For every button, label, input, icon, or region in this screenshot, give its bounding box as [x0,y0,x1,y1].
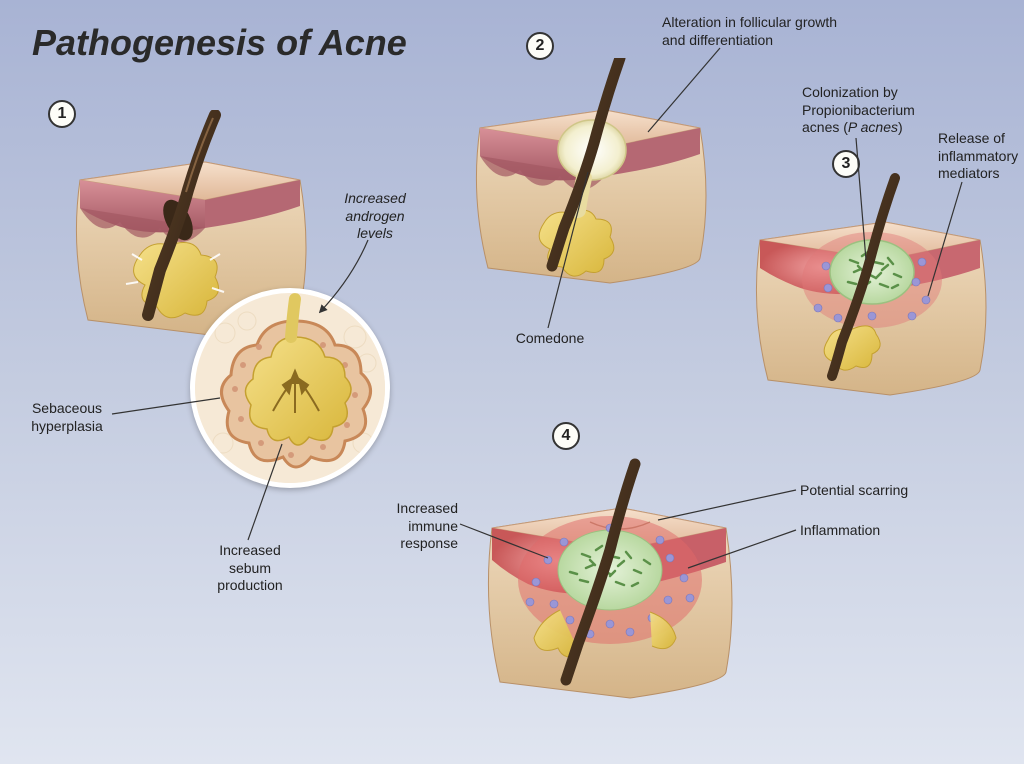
page-title: Pathogenesis of Acne [32,22,407,64]
label-sebaceous-hyperplasia: Sebaceoushyperplasia [22,400,112,435]
stage-3-block [740,170,1000,400]
label-comedone: Comedone [505,330,595,348]
stage-2-block [460,58,720,288]
stage-2-badge: 2 [526,32,554,60]
label-scarring: Potential scarring [800,482,940,500]
label-mediators: Release ofinflammatorymediators [938,130,1024,183]
label-androgen: Increasedandrogenlevels [330,190,420,243]
stage-4-block [470,450,750,710]
label-immune-response: Increasedimmuneresponse [378,500,458,553]
stage-4-badge: 4 [552,422,580,450]
label-inflammation: Inflammation [800,522,920,540]
label-sebum-production: Increasedsebumproduction [200,542,300,595]
label-follicular-alteration: Alteration in follicular growthand diffe… [662,14,882,49]
label-colonization: Colonization byPropionibacteriumacnes (P… [802,84,952,137]
stage-3-badge: 3 [832,150,860,178]
stage-1-badge: 1 [48,100,76,128]
sebaceous-gland-inset [190,288,390,488]
